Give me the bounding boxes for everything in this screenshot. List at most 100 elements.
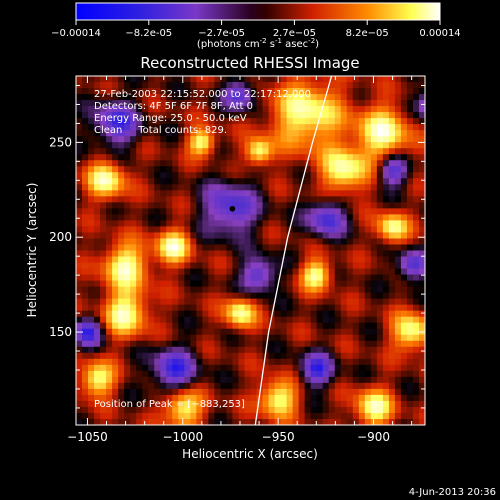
heatmap-cell (322, 130, 330, 137)
heatmap-cell (274, 256, 282, 264)
heatmap-cell (94, 118, 101, 125)
heatmap-cell (358, 76, 366, 83)
heatmap-cell (292, 196, 300, 203)
heatmap-cell (184, 226, 191, 234)
heatmap-cell (118, 88, 125, 95)
heatmap-cell (256, 352, 264, 360)
heatmap-cell (124, 304, 131, 312)
heatmap-cell (304, 322, 312, 330)
heatmap-cell (100, 316, 107, 324)
heatmap-cell (370, 298, 378, 306)
heatmap-cell (256, 100, 264, 107)
heatmap-cell (280, 298, 288, 306)
heatmap-cell (214, 184, 222, 191)
heatmap-cell (292, 340, 300, 348)
heatmap-cell (418, 370, 425, 378)
heatmap-cell (202, 88, 209, 95)
heatmap-cell (412, 202, 420, 209)
heatmap-cell (310, 232, 318, 240)
heatmap-cell (412, 370, 420, 378)
heatmap-cell (370, 130, 378, 137)
heatmap-cell (160, 274, 167, 282)
heatmap-cell (226, 208, 234, 215)
heatmap-cell (244, 286, 252, 294)
heatmap-cell (106, 178, 113, 185)
heatmap-cell (388, 286, 396, 294)
heatmap-cell (106, 154, 113, 161)
heatmap-cell (214, 400, 222, 408)
heatmap-cell (286, 298, 294, 306)
heatmap-cell (298, 160, 306, 167)
heatmap-cell (124, 292, 131, 300)
heatmap-cell (208, 268, 215, 276)
heatmap-cell (196, 352, 203, 360)
heatmap-cell (76, 274, 83, 282)
heatmap-cell (100, 250, 107, 258)
heatmap-cell (148, 406, 155, 414)
heatmap-cell (394, 154, 402, 161)
heatmap-cell (148, 280, 155, 288)
heatmap-cell (178, 304, 185, 312)
heatmap-cell (400, 106, 408, 113)
heatmap-cell (286, 130, 294, 137)
heatmap-cell (220, 340, 228, 348)
heatmap-cell (322, 346, 330, 354)
heatmap-cell (268, 196, 276, 203)
heatmap-cell (136, 412, 143, 420)
heatmap-cell (190, 172, 197, 179)
heatmap-cell (154, 94, 161, 101)
heatmap-cell (184, 262, 191, 270)
heatmap-cell (214, 178, 222, 185)
heatmap-cell (154, 256, 161, 264)
heatmap-cell (412, 316, 420, 324)
heatmap-cell (328, 94, 336, 101)
heatmap-cell (148, 382, 155, 390)
heatmap-cell (160, 280, 167, 288)
heatmap-cell (160, 100, 167, 107)
heatmap-cell (304, 190, 312, 197)
heatmap-cell (250, 280, 258, 288)
heatmap-cell (280, 136, 288, 143)
heatmap-cell (166, 142, 173, 149)
heatmap-cell (286, 154, 294, 161)
heatmap-cell (394, 124, 402, 131)
heatmap-cell (256, 112, 264, 119)
heatmap-cell (220, 238, 228, 246)
heatmap-cell (268, 280, 276, 288)
heatmap-cell (280, 106, 288, 113)
heatmap-cell (172, 160, 179, 167)
heatmap-cell (262, 328, 270, 336)
heatmap-cell (94, 406, 101, 414)
heatmap-cell (340, 214, 348, 222)
heatmap-cell (220, 358, 228, 366)
heatmap-cell (100, 382, 107, 390)
heatmap-cell (286, 76, 294, 83)
heatmap-cell (202, 232, 209, 240)
heatmap-cell (238, 400, 246, 408)
heatmap-cell (244, 352, 252, 360)
heatmap-cell (202, 112, 209, 119)
heatmap-cell (358, 190, 366, 197)
heatmap-cell (220, 376, 228, 384)
heatmap-cell (172, 370, 179, 378)
heatmap-cell (244, 148, 252, 155)
heatmap-cell (316, 106, 324, 113)
heatmap-cell (292, 382, 300, 390)
heatmap-cell (154, 250, 161, 258)
heatmap-cell (382, 322, 390, 330)
heatmap-cell (220, 406, 228, 414)
heatmap-cell (286, 244, 294, 252)
heatmap-cell (262, 172, 270, 179)
heatmap-cell (328, 166, 336, 173)
heatmap-cell (208, 112, 215, 119)
heatmap-cell (316, 196, 324, 203)
heatmap-cell (238, 232, 246, 240)
heatmap-cell (334, 310, 342, 318)
heatmap-cell (82, 256, 89, 264)
heatmap-cell (142, 148, 149, 155)
heatmap-cell (232, 136, 240, 143)
heatmap-cell (142, 340, 149, 348)
heatmap-cell (238, 364, 246, 372)
heatmap-cell (202, 166, 209, 173)
heatmap-cell (226, 196, 234, 203)
